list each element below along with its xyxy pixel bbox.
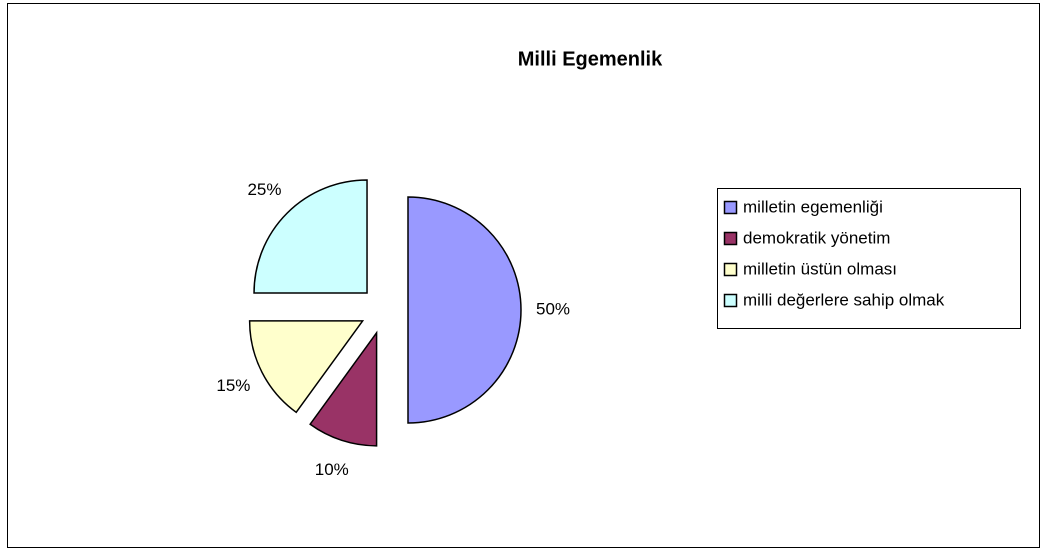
- chart-title: Milli Egemenlik: [518, 48, 663, 70]
- data-label: 15%: [216, 376, 250, 395]
- legend-swatch: [723, 262, 738, 277]
- pie-slice: [248, 320, 365, 414]
- data-label: 50%: [536, 299, 570, 318]
- legend-swatch: [723, 293, 738, 308]
- legend-label: milletin üstün olması: [743, 259, 897, 278]
- pie-slice: [309, 330, 378, 447]
- legend-swatch: [723, 231, 738, 246]
- legend-swatch: [723, 200, 738, 215]
- data-label: 25%: [247, 180, 281, 199]
- data-label: 10%: [315, 460, 349, 479]
- pie-slice: [407, 196, 522, 424]
- pie-slice: [253, 179, 368, 294]
- legend-label: milletin egemenliği: [743, 197, 883, 216]
- legend-box: [717, 188, 1021, 329]
- legend-label: demokratik yönetim: [743, 228, 890, 247]
- legend-label: milli değerlere sahip olmak: [743, 290, 945, 309]
